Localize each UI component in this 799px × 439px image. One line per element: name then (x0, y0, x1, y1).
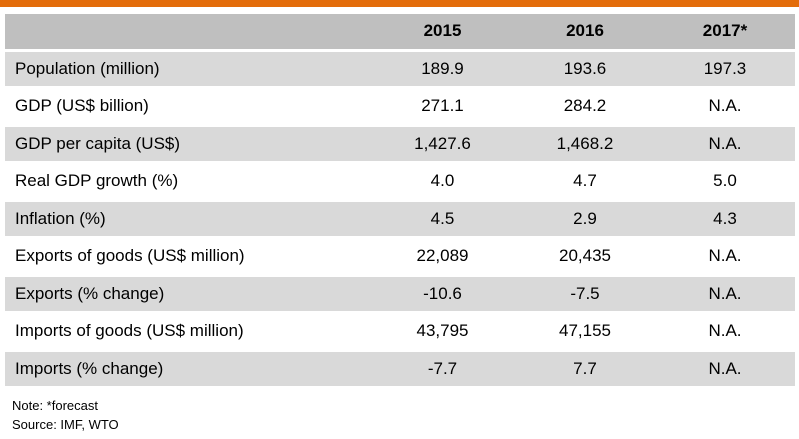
cell-2017: N.A. (655, 276, 795, 311)
cell-2017: 197.3 (655, 51, 795, 86)
row-label: Inflation (%) (5, 201, 370, 236)
table-row: Exports of goods (US$ million) 22,089 20… (5, 239, 795, 274)
cell-2015: 271.1 (421, 96, 464, 116)
cell-2017: N.A. (708, 246, 742, 266)
table-notes: Note: *forecast Source: IMF, WTO (12, 396, 119, 434)
cell-2016: 20,435 (559, 246, 611, 266)
row-label: Imports (% change) (5, 351, 370, 386)
table-row: GDP per capita (US$) 1,427.6 1,468.2 N.A… (5, 126, 795, 161)
cell-2015: 43,795 (416, 321, 469, 341)
cell-2016: 284.2 (563, 96, 607, 116)
cell-2016: -7.5 (515, 276, 655, 311)
cell-2017: N.A. (655, 126, 795, 161)
row-label: Imports of goods (US$ million) (15, 321, 244, 341)
header-year-2015: 2015 (370, 14, 515, 49)
table-row: Real GDP growth (%) 4.0 4.7 5.0 (5, 164, 795, 199)
table-row: Exports (% change) -10.6 -7.5 N.A. (5, 276, 795, 311)
economic-indicators-table: 2015 2016 2017* Population (million) 189… (5, 11, 795, 389)
cell-2016: 1,468.2 (515, 126, 655, 161)
cell-2015: 1,427.6 (370, 126, 515, 161)
cell-2016: 4.7 (573, 171, 597, 191)
header-year-2016: 2016 (515, 14, 655, 49)
cell-2016: 2.9 (515, 201, 655, 236)
cell-2017: N.A. (708, 96, 742, 116)
table-row: Imports (% change) -7.7 7.7 N.A. (5, 351, 795, 386)
row-label: Real GDP growth (%) (15, 171, 179, 191)
table-row: Inflation (%) 4.5 2.9 4.3 (5, 201, 795, 236)
source-note: Source: IMF, WTO (12, 417, 119, 432)
cell-2015: 4.0 (430, 171, 455, 191)
cell-2016: 193.6 (515, 51, 655, 86)
row-label: Population (million) (5, 51, 370, 86)
row-label: GDP per capita (US$) (5, 126, 370, 161)
cell-2017: N.A. (655, 351, 795, 386)
cell-2015: -7.7 (370, 351, 515, 386)
header-year-2017: 2017* (655, 14, 795, 49)
table-row: Population (million) 189.9 193.6 197.3 (5, 51, 795, 86)
cell-2016: 47,155 (559, 321, 611, 341)
table-row: Imports of goods (US$ million) 43,795 47… (5, 314, 795, 349)
row-label: Exports of goods (US$ million) (15, 246, 245, 266)
table-row: GDP (US$ billion) 271.1 284.2 N.A. (5, 89, 795, 124)
header-label-cell (5, 14, 370, 49)
cell-2015: -10.6 (370, 276, 515, 311)
cell-2015: 4.5 (370, 201, 515, 236)
cell-2017: 4.3 (655, 201, 795, 236)
forecast-note: Note: *forecast (12, 398, 98, 413)
cell-2017: 5.0 (713, 171, 737, 191)
cell-2015: 189.9 (370, 51, 515, 86)
row-label: Exports (% change) (5, 276, 370, 311)
cell-2016: 7.7 (515, 351, 655, 386)
cell-2017: N.A. (708, 321, 742, 341)
accent-bar (0, 0, 799, 7)
cell-2015: 22,089 (416, 246, 469, 266)
row-label: GDP (US$ billion) (15, 96, 149, 116)
header-row: 2015 2016 2017* (5, 14, 795, 49)
